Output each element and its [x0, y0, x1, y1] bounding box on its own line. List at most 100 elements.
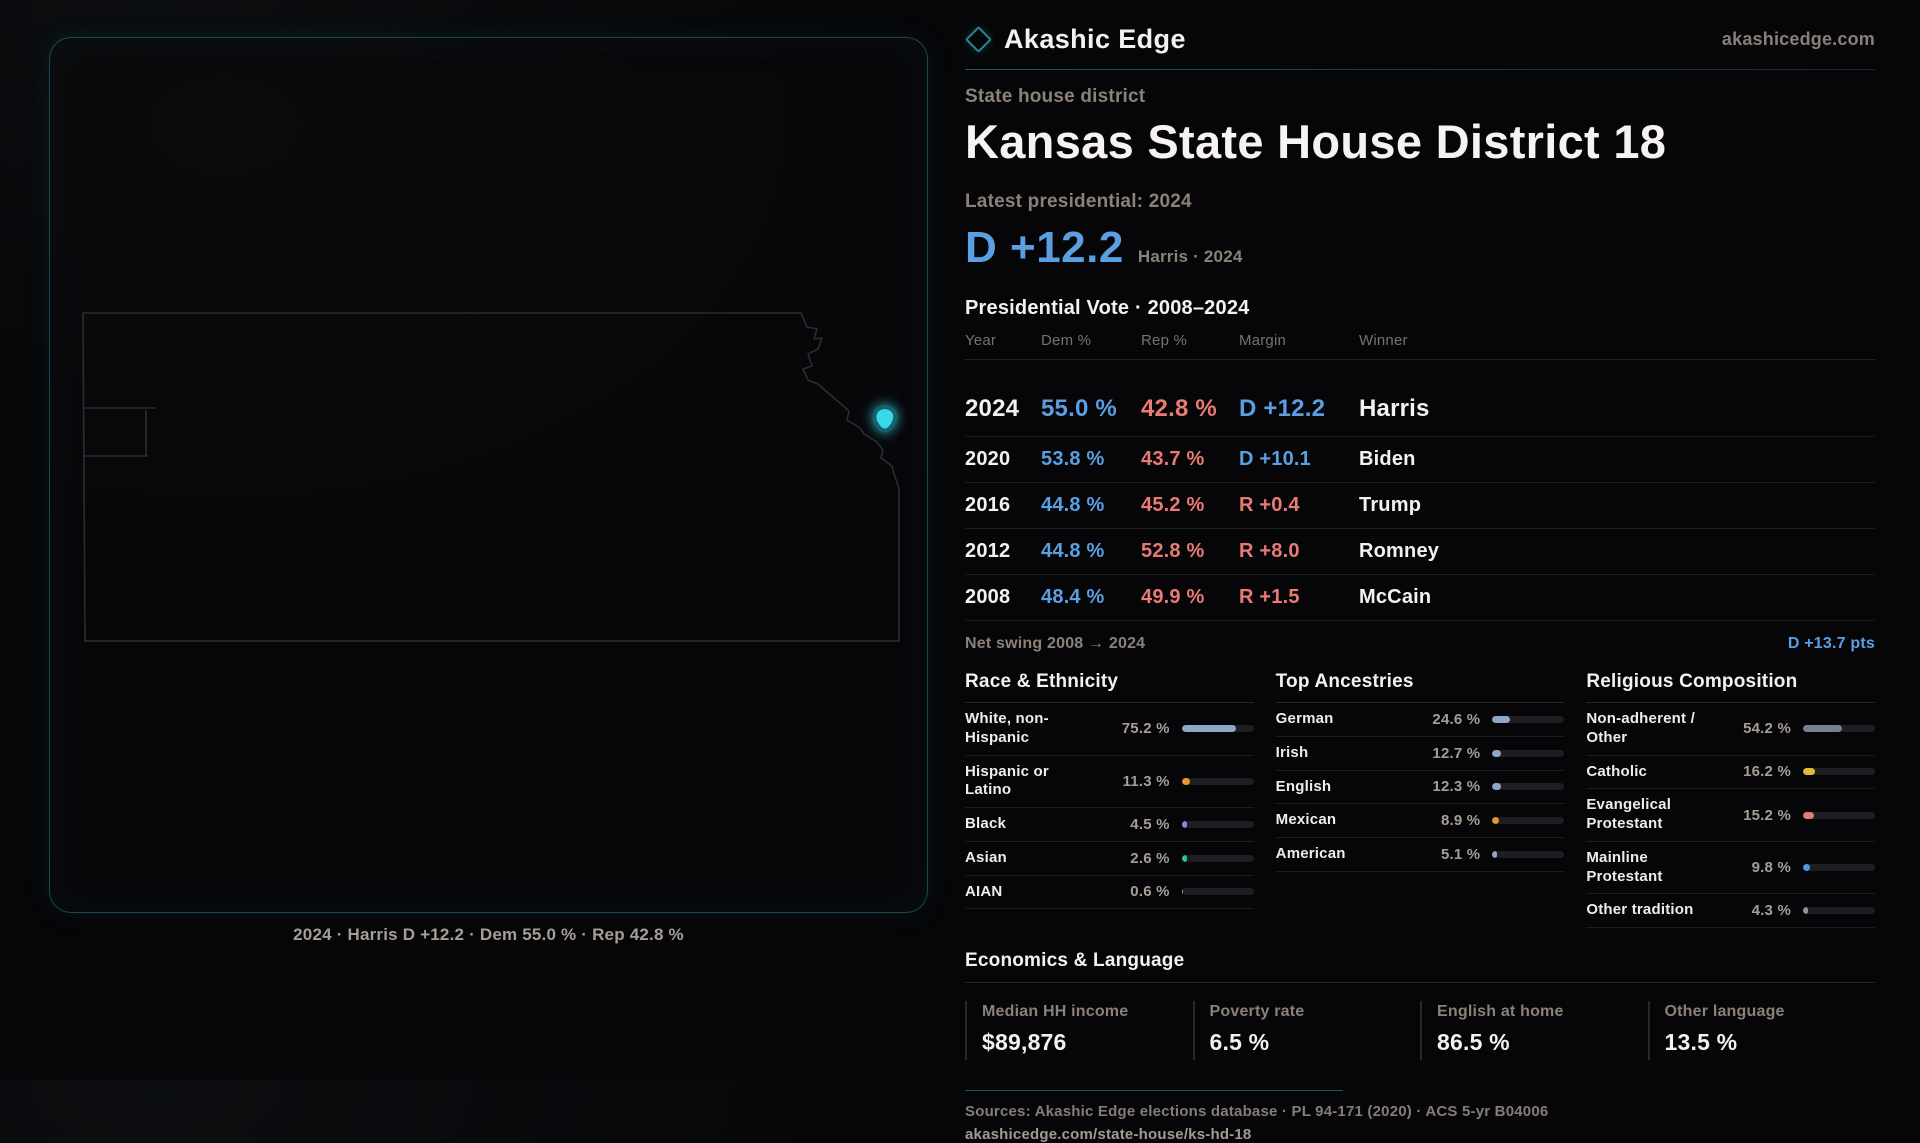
bar-fill [1802, 907, 1808, 915]
vote-table-header: Year Dem % Rep % Margin Winner [965, 332, 1875, 360]
sources-line: Sources: Akashic Edge elections database… [965, 1103, 1549, 1120]
demographic-value: 12.3 % [1432, 778, 1481, 796]
cell-rep-pct: 52.8 % [1141, 540, 1205, 562]
demographic-label: Hispanic or Latino [965, 762, 1049, 799]
demographic-value: 5.1 % [1440, 845, 1481, 863]
column-header: Dem % [1041, 332, 1092, 349]
column-header: Margin [1239, 332, 1287, 349]
column-header: Rep % [1141, 332, 1188, 349]
bar-track [1181, 820, 1254, 828]
demographic-label: Asian [965, 848, 1007, 866]
demographic-value: 2.6 % [1130, 849, 1170, 867]
demographic-row: Hispanic or Latino 11.3 % [965, 756, 1254, 808]
page-title: Kansas State House District 18 [965, 115, 1667, 168]
section-title: Top Ancestries [1275, 671, 1565, 703]
bar-fill [1492, 715, 1511, 723]
cell-rep-pct: 49.9 % [1141, 586, 1205, 608]
cell-winner: Harris [1359, 395, 1430, 422]
bar-track [1181, 777, 1254, 785]
bar-track [1492, 715, 1565, 723]
latest-presidential-label: Latest presidential: 2024 [965, 191, 1192, 212]
bar-track [1181, 888, 1254, 896]
bar-track [1492, 783, 1565, 791]
bar-track [1181, 725, 1254, 733]
demographic-value: 11.3 % [1122, 772, 1170, 790]
stat-value: $89,876 [982, 1029, 1067, 1055]
cell-dem-pct: 44.8 % [1041, 494, 1105, 516]
cell-margin: R +0.4 [1239, 494, 1300, 516]
bar-fill [1802, 811, 1814, 819]
cell-year: 2012 [965, 540, 1011, 562]
demographic-row: American 5.1 % [1275, 838, 1565, 872]
demographic-label: Mainline Protestant [1586, 848, 1663, 885]
bar-track [1802, 864, 1875, 871]
bar-fill [1802, 725, 1842, 733]
demographic-value: 9.8 % [1751, 859, 1791, 876]
cell-margin: D +10.1 [1239, 448, 1312, 470]
bar-track [1492, 749, 1565, 757]
demographic-value: 16.2 % [1743, 763, 1791, 781]
header: Akashic Edge akashicedge.com [965, 24, 1875, 70]
bar-track [1802, 725, 1875, 733]
demographic-value: 54.2 % [1743, 720, 1791, 738]
bar-fill [1802, 768, 1815, 776]
demographic-value: 0.6 % [1130, 883, 1170, 901]
brand-diamond-icon [965, 26, 992, 53]
bar-fill [1181, 888, 1183, 896]
bar-fill [1181, 820, 1187, 828]
demographic-value: 15.2 % [1743, 806, 1791, 824]
bar-fill [1181, 725, 1236, 733]
stat-value: 86.5 % [1437, 1029, 1510, 1055]
demographic-row: Black 4.5 % [965, 808, 1254, 842]
economics-section: Economics & Language Median HH income $89… [965, 950, 1875, 1060]
net-swing-value: D +13.7 pts [1787, 635, 1875, 652]
demographic-value: 4.5 % [1130, 815, 1170, 833]
demographic-label: Non-adherent / Other [1586, 710, 1695, 746]
demographic-row: German 24.6 % [1275, 703, 1565, 737]
stat-block: Poverty rate 6.5 % [1192, 1001, 1421, 1060]
demographic-value: 24.6 % [1432, 710, 1481, 728]
stat-value: 13.5 % [1664, 1029, 1738, 1055]
bar-fill [1181, 777, 1190, 785]
district-shape [872, 405, 898, 433]
county-outline [83, 407, 156, 457]
cell-dem-pct: 44.8 % [1041, 540, 1105, 562]
bar-track [1802, 907, 1875, 915]
demographics-column: Top Ancestries German 24.6 % Irish 12.7 % Eng… [1275, 671, 1565, 928]
vote-table: Year Dem % Rep % Margin Winner 2024 55.0 % 42.8… [965, 332, 1875, 621]
header-divider [965, 69, 1875, 70]
cell-rep-pct: 42.8 % [1141, 395, 1217, 422]
cell-rep-pct: 45.2 % [1141, 494, 1205, 516]
cell-year: 2016 [965, 494, 1011, 516]
cell-rep-pct: 43.7 % [1141, 448, 1205, 470]
demographic-label: English [1275, 777, 1332, 795]
cell-dem-pct: 53.8 % [1041, 448, 1105, 470]
demographic-row: Asian 2.6 % [965, 842, 1254, 876]
demographic-value: 12.7 % [1432, 744, 1481, 762]
district-report: Akashic Edge akashicedge.com State house… [965, 24, 1875, 1143]
demographic-row: Other tradition 4.3 % [1586, 894, 1875, 928]
section-title: Race & Ethnicity [965, 671, 1254, 703]
cell-winner: Biden [1359, 448, 1416, 470]
economics-stats: Median HH income $89,876 Poverty rate 6.5 %… [965, 1001, 1875, 1060]
demographic-row: White, non-Hispanic 75.2 % [965, 703, 1254, 756]
permalink[interactable]: akashicedge.com/state-house/ks-hd-18 [965, 1126, 1252, 1143]
kansas-map [82, 312, 900, 642]
bar-fill [1181, 854, 1187, 862]
demographic-label: Catholic [1586, 762, 1648, 780]
cell-margin: R +1.5 [1239, 586, 1300, 608]
cell-dem-pct: 55.0 % [1041, 395, 1117, 422]
demographic-row: Mainline Protestant 9.8 % [1586, 842, 1875, 895]
demographic-row: Catholic 16.2 % [1586, 756, 1875, 790]
demographic-label: Mexican [1275, 811, 1337, 829]
bar-track [1802, 768, 1875, 776]
demographics-grid: Race & Ethnicity White, non-Hispanic 75.2 … [965, 671, 1875, 928]
demographic-label: Other tradition [1586, 901, 1694, 919]
bar-fill [1492, 749, 1502, 757]
map-caption: 2024 · Harris D +12.2 · Dem 55.0 % · Rep… [293, 925, 684, 944]
footer-divider [965, 1090, 1343, 1091]
bar-track [1181, 854, 1254, 862]
bar-track [1492, 850, 1565, 858]
bar-fill [1802, 864, 1811, 871]
brand-domain-link[interactable]: akashicedge.com [1721, 29, 1875, 49]
